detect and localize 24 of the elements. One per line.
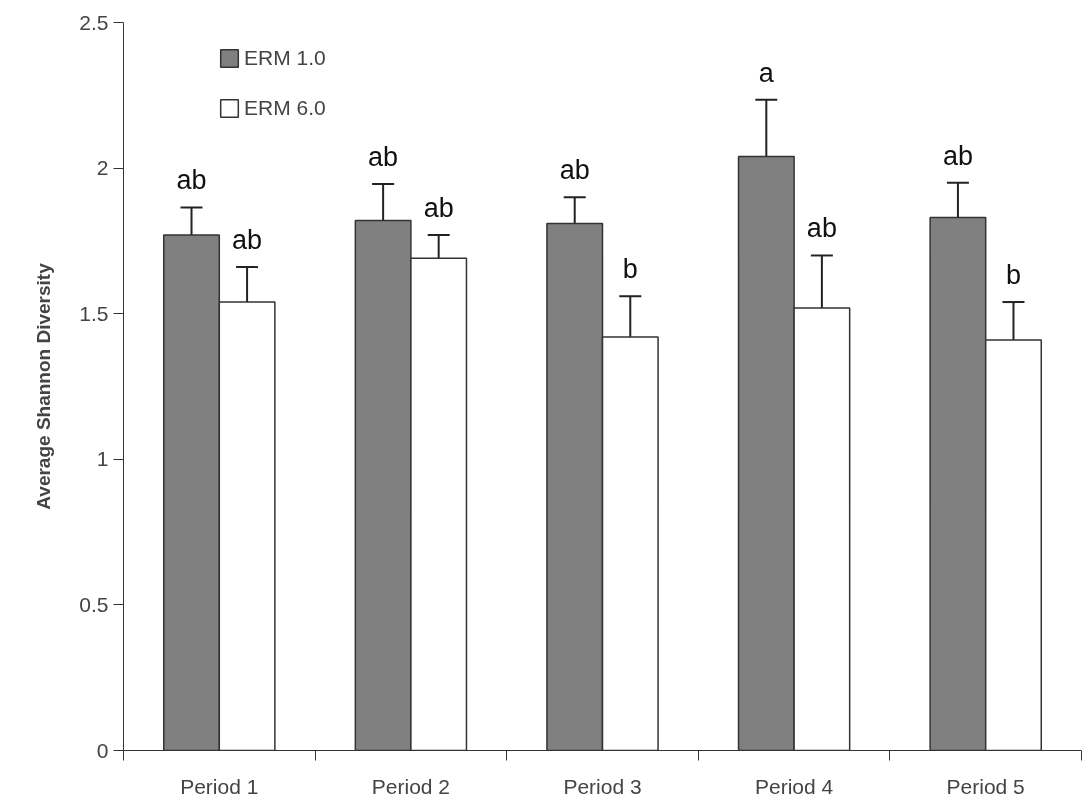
y-tick-label: 2 (96, 156, 109, 180)
annotation: a (758, 57, 775, 88)
y-tick-label: 1.5 (79, 301, 109, 325)
annotation: ab (176, 165, 207, 196)
x-tick-label: Period 2 (371, 774, 451, 798)
annotation: b (1005, 260, 1022, 291)
x-tick-label: Period 4 (754, 774, 834, 798)
legend-label: ERM 6.0 (244, 96, 326, 120)
y-tick-label: 1 (96, 447, 109, 471)
annotation: ab (232, 225, 263, 256)
annotation: ab (942, 140, 973, 171)
annotation: ab (806, 213, 837, 244)
annotation: b (622, 254, 638, 285)
annotation: ab (559, 155, 590, 186)
annotation: ab (423, 193, 454, 224)
x-tick-label: Period 3 (563, 774, 642, 798)
annotation: ab (368, 142, 399, 173)
y-axis-title: Average Shannon Diversity (33, 262, 55, 510)
x-tick-label: Period 1 (180, 774, 259, 798)
y-tick-label: 0 (96, 738, 109, 762)
legend-label: ERM 1.0 (244, 46, 326, 70)
x-tick-label: Period 5 (946, 774, 1025, 798)
y-tick-label: 2.5 (79, 10, 109, 34)
y-tick-label: 0.5 (79, 592, 109, 616)
